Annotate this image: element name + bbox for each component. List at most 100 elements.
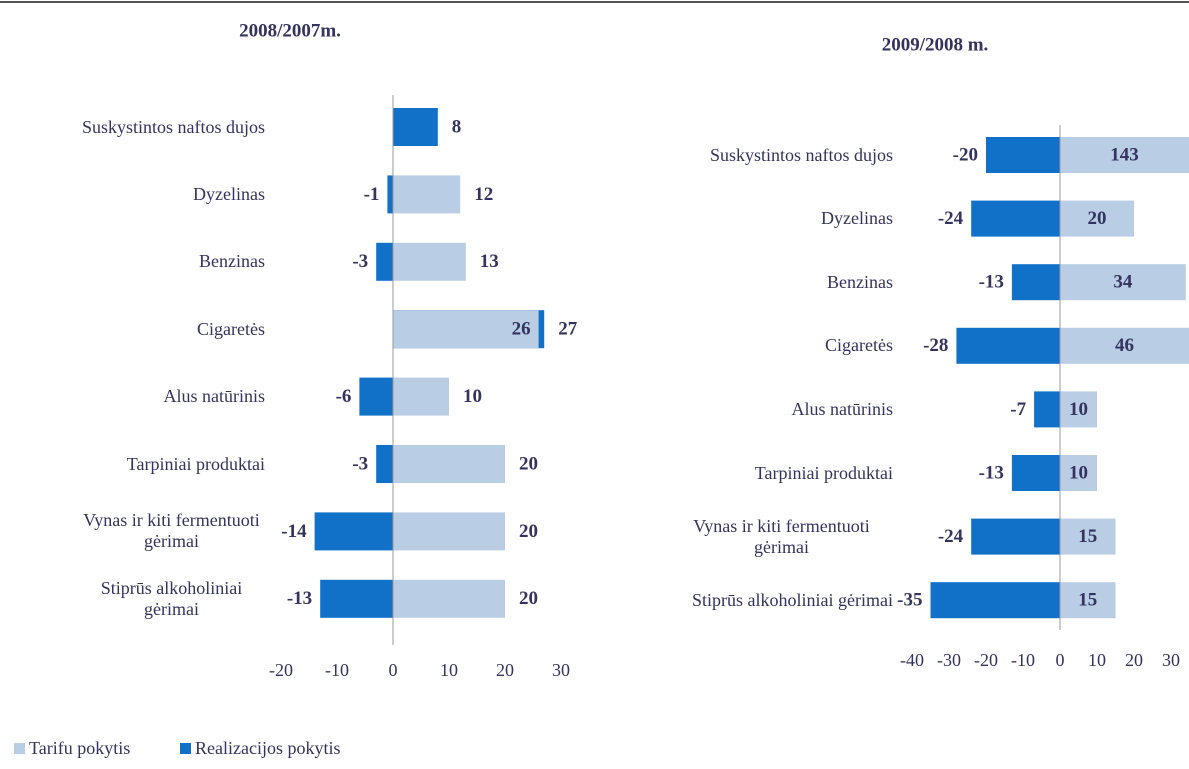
category-label-box: Stiprūs alkoholiniai gėrimai <box>5 569 265 629</box>
category-label: Cigaretės <box>825 335 893 356</box>
category-label-box: Tarpiniai produktai <box>5 443 893 503</box>
bar <box>986 137 1060 173</box>
bar <box>320 579 393 618</box>
bar <box>1060 391 1097 428</box>
x-tick-label: -40 <box>900 650 924 670</box>
x-tick-label: -10 <box>1011 650 1035 670</box>
category-label-box: Vynas ir kiti fermentuoti gėrimai <box>5 501 265 561</box>
bar <box>393 242 466 281</box>
x-tick-label: -20 <box>269 660 293 680</box>
legend-swatch <box>14 743 25 754</box>
category-label: Tarpiniai produktai <box>126 453 265 474</box>
x-tick-label: 30 <box>1162 650 1180 670</box>
category-label-box: Dyzelinas <box>5 164 265 224</box>
category-label-box: Cigaretės <box>5 299 265 359</box>
x-tick-label: -10 <box>325 660 349 680</box>
bar <box>387 175 393 214</box>
category-label: Vynas ir kiti fermentuoti gėrimai <box>693 515 870 557</box>
bar <box>314 512 393 551</box>
legend-item: Tarifu pokytis <box>14 738 130 759</box>
bar <box>1011 264 1060 301</box>
value-label: -28 <box>923 335 948 356</box>
value-label: -20 <box>953 144 978 165</box>
value-label: 15 <box>1078 590 1097 611</box>
x-tick-label: 0 <box>1056 650 1065 670</box>
value-label: 20 <box>1088 208 1107 229</box>
category-label-box: Vynas ir kiti fermentuoti gėrimai <box>5 507 893 567</box>
bar <box>393 108 438 146</box>
category-label: Suskystintos naftos dujos <box>709 144 893 165</box>
value-label: -24 <box>938 526 964 547</box>
bar <box>393 579 505 618</box>
value-label: 10 <box>1069 399 1088 420</box>
category-label-box: Dyzelinas <box>5 189 893 249</box>
bar <box>393 445 505 483</box>
bar <box>1011 455 1060 491</box>
x-tick-label: 30 <box>552 660 570 680</box>
category-label: Vynas ir kiti fermentuoti gėrimai <box>83 510 260 552</box>
bar <box>393 175 461 214</box>
value-label: -35 <box>897 590 922 611</box>
bar <box>1060 582 1116 619</box>
value-label: 20 <box>519 453 538 474</box>
value-label: -6 <box>336 386 352 407</box>
bar <box>956 327 1060 364</box>
value-label: 10 <box>1069 462 1088 483</box>
bar <box>393 377 449 416</box>
legend-label: Realizacijos pokytis <box>195 738 341 758</box>
legend-label: Tarifu pokytis <box>29 738 131 758</box>
value-label: -7 <box>1010 399 1026 420</box>
value-label: 10 <box>463 386 482 407</box>
bar <box>1060 518 1116 555</box>
category-label: Tarpiniai produktai <box>754 462 893 483</box>
x-tick-label: -30 <box>937 650 961 670</box>
bar <box>971 518 1060 555</box>
bar <box>393 512 505 551</box>
value-label: 34 <box>1113 272 1133 293</box>
value-label: 143 <box>1110 144 1139 165</box>
x-tick-label: 10 <box>440 660 458 680</box>
value-label: -3 <box>352 251 368 272</box>
value-label: -3 <box>352 453 368 474</box>
x-tick-label: -20 <box>974 650 998 670</box>
bar <box>376 242 393 281</box>
category-label-box: Cigaretės <box>5 316 893 376</box>
value-label: -24 <box>938 208 964 229</box>
x-tick-label: 0 <box>389 660 398 680</box>
category-label: Stiprūs alkoholiniai gėrimai <box>100 577 243 619</box>
value-label: -14 <box>281 521 307 542</box>
value-label: 12 <box>474 184 493 205</box>
value-label: 27 <box>558 319 578 340</box>
chart-title: 2008/2007m. <box>239 20 341 41</box>
category-label: Alus natūrinis <box>791 398 894 419</box>
value-label: 26 <box>512 319 531 340</box>
value-label: -13 <box>979 462 1004 483</box>
value-label: 20 <box>519 521 538 542</box>
value-label: -1 <box>364 184 380 205</box>
bar <box>1060 137 1189 173</box>
category-label: Stiprūs alkoholiniai gėrimai <box>692 589 893 610</box>
category-label-box: Benzinas <box>5 252 893 312</box>
category-label: Suskystintos naftos dujos <box>81 116 265 137</box>
value-label: 13 <box>480 251 499 272</box>
value-label: 15 <box>1078 526 1097 547</box>
category-label-box: Alus natūrinis <box>5 379 894 439</box>
bar <box>1034 391 1060 428</box>
value-label: 20 <box>519 588 538 609</box>
bar <box>971 200 1060 237</box>
bar <box>393 310 539 349</box>
category-label: Dyzelinas <box>193 183 265 204</box>
category-label: Cigaretės <box>197 318 265 339</box>
x-tick-label: 20 <box>496 660 514 680</box>
category-label-box: Suskystintos naftos dujos <box>5 125 893 185</box>
value-label: -13 <box>287 588 312 609</box>
x-tick-label: 20 <box>1125 650 1143 670</box>
category-label: Dyzelinas <box>821 208 893 229</box>
value-label: 8 <box>452 116 462 137</box>
legend-item: Realizacijos pokytis <box>180 738 340 759</box>
bar <box>1060 264 1186 301</box>
bar <box>1060 200 1134 237</box>
category-label-box: Alus natūrinis <box>5 367 266 427</box>
